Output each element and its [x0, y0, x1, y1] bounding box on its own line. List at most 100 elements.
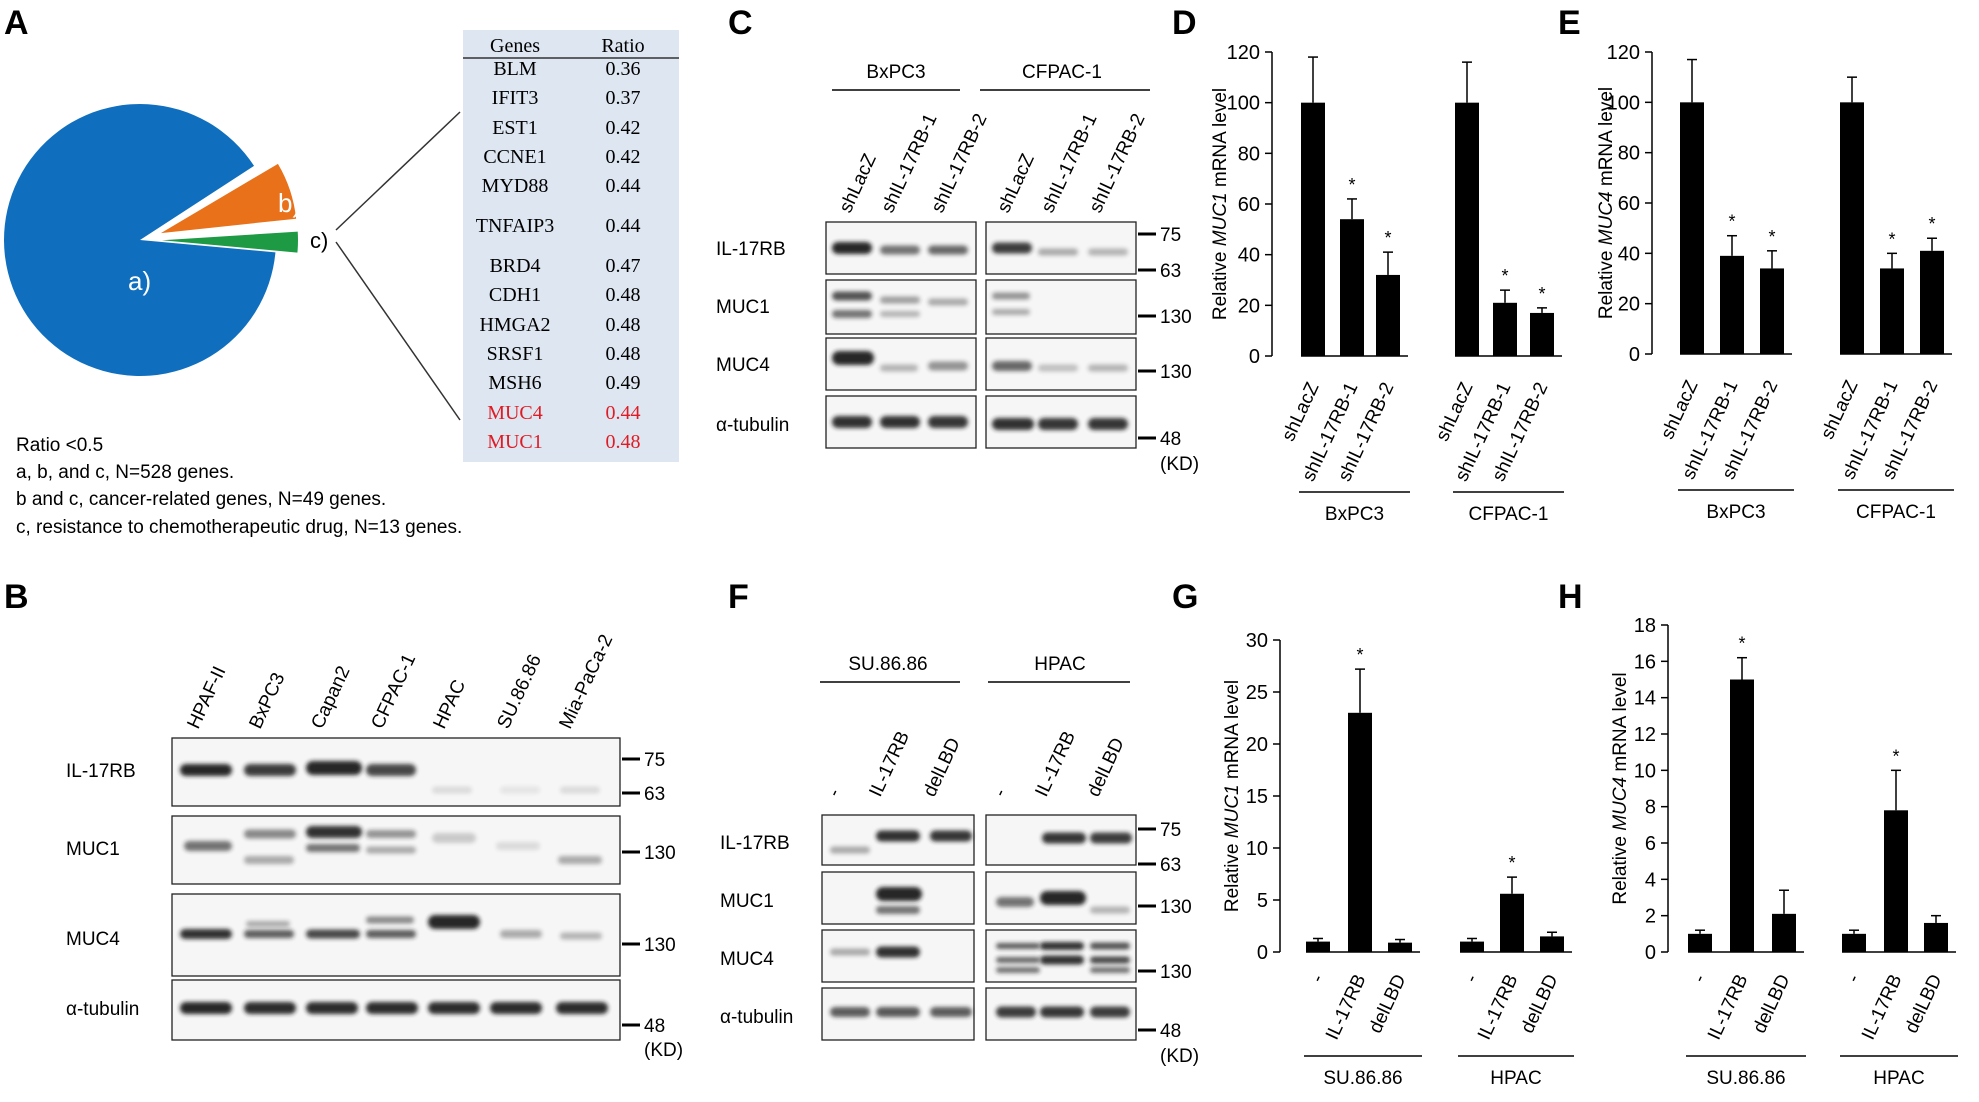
panel-c: BxPC3 CFPAC-1shLacZshIL-17RB-1shIL-17RB-2…: [716, 62, 1199, 475]
y-tick-label: 20: [1238, 295, 1260, 317]
blot-band: [366, 830, 416, 838]
lane-label: BxPC3: [245, 670, 289, 732]
bar: [1880, 268, 1904, 354]
gene-name: BRD4: [489, 255, 540, 277]
gene-name: CCNE1: [483, 146, 546, 168]
marker-label: 130: [1160, 307, 1192, 328]
gene-ratio: 0.48: [606, 431, 641, 453]
significance-star: *: [1508, 853, 1515, 873]
lane-label: HPAC: [429, 677, 470, 732]
significance-star: *: [1501, 266, 1508, 286]
y-tick-label: 5: [1257, 890, 1268, 912]
significance-star: *: [1538, 284, 1545, 304]
blot-band: [928, 298, 968, 306]
marker-label: 130: [1160, 897, 1192, 918]
kd-label: (KD): [644, 1040, 683, 1061]
y-tick-label: 80: [1618, 143, 1640, 165]
pie-slice-b: [160, 163, 297, 234]
gene-table-row: CDH1 0.48: [489, 284, 641, 306]
y-tick-label: 30: [1246, 630, 1268, 652]
lane-label: IL-17RB: [1031, 728, 1079, 800]
note-line-2: a, b, and c, N=528 genes.: [16, 462, 234, 483]
gene-table-header-genes: Genes: [490, 35, 540, 57]
y-tick-label: 25: [1246, 682, 1268, 704]
y-axis-label: Relative MUC1 mRNA level: [1222, 680, 1243, 912]
gene-name: HMGA2: [479, 314, 550, 336]
blot-band: [1040, 942, 1084, 950]
blot-band: [306, 844, 360, 852]
blot-band: [556, 1002, 608, 1014]
y-axis-label-part: Relative: [1610, 831, 1631, 905]
gene-ratio: 0.48: [606, 314, 641, 336]
lane-label: HPAF-II: [183, 663, 230, 732]
blot-band: [992, 361, 1032, 371]
pie-slice-c: [161, 231, 298, 253]
blot-band: [832, 351, 874, 365]
blot-band: [500, 930, 542, 938]
blot-band: [560, 786, 600, 794]
blot-band: [930, 830, 972, 842]
gene-ratio: 0.47: [606, 255, 641, 277]
blot-band: [1090, 956, 1130, 964]
blot-band: [306, 826, 362, 838]
gene-ratio: 0.36: [606, 58, 641, 80]
lane-label: delLBD: [1083, 735, 1128, 800]
y-tick-label: 12: [1634, 724, 1656, 746]
panel-letter-e: E: [1558, 4, 1581, 42]
bar: [1920, 250, 1944, 354]
bar: [1340, 219, 1364, 356]
bar: [1348, 712, 1372, 952]
marker-label: 48: [1160, 1021, 1181, 1042]
blot-band: [1040, 1006, 1084, 1018]
y-axis-label-part: MUC4: [1610, 777, 1631, 831]
gene-table-row: MUC4 0.44: [487, 402, 640, 424]
row-label: α-tubulin: [66, 999, 139, 1020]
lane-label: delLBD: [919, 735, 964, 800]
y-tick-label: 120: [1227, 42, 1260, 64]
row-label: IL-17RB: [720, 833, 790, 854]
gene-name: MYD88: [482, 175, 549, 197]
bar: [1530, 312, 1554, 356]
category-label: IL-17RB: [1322, 971, 1370, 1043]
row-label: MUC4: [720, 949, 774, 970]
row-label: MUC1: [66, 839, 120, 860]
bar: [1376, 274, 1400, 356]
gene-name: MUC4: [487, 402, 543, 424]
blot-band: [366, 916, 414, 924]
y-axis-label-part: MUC4: [1596, 191, 1617, 245]
blot-band: [830, 1007, 870, 1017]
y-axis-label-part: Relative: [1596, 245, 1617, 319]
group-label-0: SU.86.86: [848, 654, 927, 675]
gene-ratio: 0.37: [606, 87, 641, 109]
gene-table-header-ratio: Ratio: [601, 35, 644, 57]
y-axis-label-part: mRNA level: [1610, 672, 1631, 777]
gene-table-row: MSH6 0.49: [488, 372, 640, 394]
bar: [1772, 913, 1796, 952]
blot-band: [996, 943, 1040, 949]
gene-ratio: 0.44: [606, 215, 641, 237]
y-tick-label: 60: [1238, 194, 1260, 216]
significance-star: *: [1348, 175, 1355, 195]
blot-band: [428, 1002, 480, 1014]
chart-h: 0 2 4 6 8 10 12 14 16 18 Relative MUC4 mRNA level *…: [1610, 615, 1958, 1089]
gene-ratio: 0.42: [606, 117, 641, 139]
blot-band: [880, 311, 920, 317]
category-label: shLacZ: [1817, 377, 1863, 443]
kd-label: (KD): [1160, 1046, 1199, 1067]
bar: [1301, 102, 1325, 357]
row-label: MUC1: [720, 891, 774, 912]
panel-letter-f: F: [728, 578, 749, 616]
blot-band: [1090, 832, 1132, 844]
y-axis-label: Relative MUC1 mRNA level: [1210, 88, 1231, 320]
blot-band: [992, 242, 1032, 254]
group-label: BxPC3: [1325, 504, 1384, 525]
pie-label-a: a): [128, 266, 151, 296]
note-line-3: b and c, cancer-related genes, N=49 gene…: [16, 489, 386, 510]
y-tick-label: 15: [1246, 786, 1268, 808]
marker-label: 63: [1160, 261, 1181, 282]
y-axis-label-part: Relative: [1222, 838, 1243, 912]
y-axis-label-part: mRNA level: [1222, 680, 1243, 785]
panel-letter-b: B: [4, 578, 29, 616]
y-axis-label-part: MUC1: [1222, 784, 1243, 838]
